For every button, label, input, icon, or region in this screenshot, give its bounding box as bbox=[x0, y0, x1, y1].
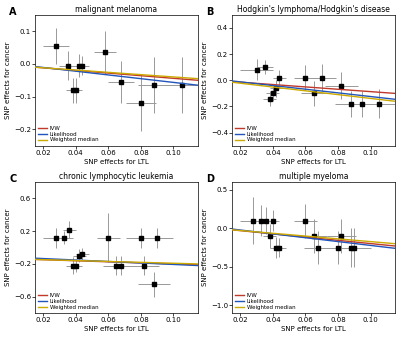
X-axis label: SNP effects for LTL: SNP effects for LTL bbox=[281, 159, 346, 165]
Y-axis label: SNP effects for cancer: SNP effects for cancer bbox=[5, 41, 11, 119]
Y-axis label: SNP effects for cancer: SNP effects for cancer bbox=[202, 209, 208, 286]
Legend: IVW, Likelihood, Weighted median: IVW, Likelihood, Weighted median bbox=[38, 125, 99, 143]
Legend: IVW, Likelihood, Weighted median: IVW, Likelihood, Weighted median bbox=[38, 293, 99, 310]
Title: multiple myeloma: multiple myeloma bbox=[279, 172, 348, 181]
Legend: IVW, Likelihood, Weighted median: IVW, Likelihood, Weighted median bbox=[235, 293, 296, 310]
Legend: IVW, Likelihood, Weighted median: IVW, Likelihood, Weighted median bbox=[235, 125, 296, 143]
Y-axis label: SNP effects for cancer: SNP effects for cancer bbox=[5, 209, 11, 286]
Text: A: A bbox=[9, 7, 16, 17]
Text: C: C bbox=[9, 174, 16, 184]
X-axis label: SNP effects for LTL: SNP effects for LTL bbox=[84, 326, 149, 332]
Y-axis label: SNP effects for cancer: SNP effects for cancer bbox=[202, 41, 208, 119]
X-axis label: SNP effects for LTL: SNP effects for LTL bbox=[84, 159, 149, 165]
X-axis label: SNP effects for LTL: SNP effects for LTL bbox=[281, 326, 346, 332]
Text: D: D bbox=[206, 174, 214, 184]
Title: malignant melanoma: malignant melanoma bbox=[76, 5, 158, 14]
Title: chronic lymphocytic leukemia: chronic lymphocytic leukemia bbox=[59, 172, 174, 181]
Title: Hodgkin's lymphoma/Hodgkin's disease: Hodgkin's lymphoma/Hodgkin's disease bbox=[237, 5, 390, 14]
Text: B: B bbox=[206, 7, 214, 17]
